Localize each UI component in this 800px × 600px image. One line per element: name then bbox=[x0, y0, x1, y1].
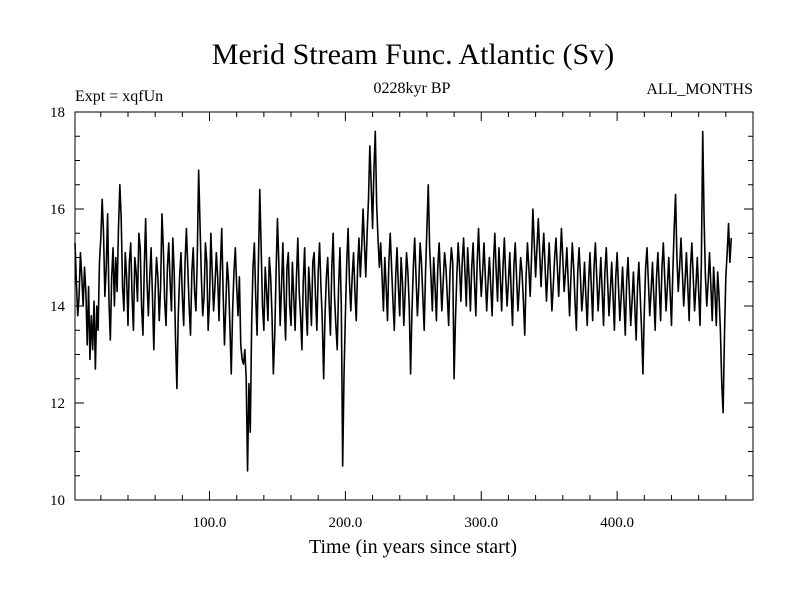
y-tick-label: 16 bbox=[50, 202, 66, 218]
x-axis: 100.0 200.0 300.0 400.0 bbox=[100, 112, 727, 531]
y-tick-label: 10 bbox=[50, 493, 65, 509]
y-tick-label: 14 bbox=[50, 299, 66, 315]
x-tick-label: 300.0 bbox=[464, 515, 498, 531]
x-tick-label: 100.0 bbox=[193, 515, 227, 531]
y-tick-label: 12 bbox=[50, 396, 65, 412]
chart-title: Merid Stream Func. Atlantic (Sv) bbox=[212, 38, 614, 71]
chart-subtitle-left: Expt = xqfUn bbox=[75, 88, 163, 105]
y-tick-label: 18 bbox=[50, 105, 65, 121]
chart-subtitle-right: ALL_MONTHS bbox=[646, 81, 753, 98]
x-tick-label: 200.0 bbox=[329, 515, 363, 531]
x-tick-label: 400.0 bbox=[600, 515, 634, 531]
x-axis-label: Time (in years since start) bbox=[309, 536, 517, 558]
chart-subtitle-center: 0228kyr BP bbox=[374, 80, 451, 97]
plot-frame bbox=[74, 111, 754, 501]
y-axis: 10 12 14 16 18 bbox=[50, 105, 753, 509]
series-line bbox=[74, 130, 733, 472]
